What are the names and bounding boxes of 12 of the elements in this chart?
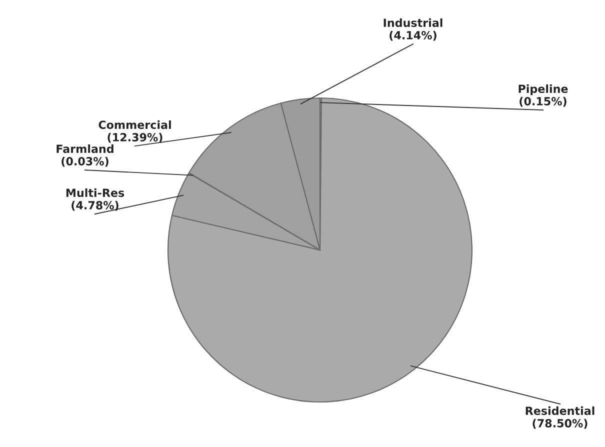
slice-label: Residential xyxy=(526,406,594,416)
slice-label: Multi-Res xyxy=(66,188,124,198)
data-label: (0.15%) xyxy=(520,96,566,107)
slice-label: Pipeline xyxy=(518,84,568,96)
slice-label: Industrial xyxy=(384,18,442,28)
data-label: (4.78%) xyxy=(72,200,118,211)
data-label: (12.39%) xyxy=(108,132,162,143)
slice-label: Farmland xyxy=(56,144,114,154)
data-label: (4.14%) xyxy=(390,30,436,41)
data-label: (0.03%) xyxy=(62,156,108,167)
data-label: (78.50%) xyxy=(532,418,588,429)
slice-label: Commercial xyxy=(98,120,171,130)
